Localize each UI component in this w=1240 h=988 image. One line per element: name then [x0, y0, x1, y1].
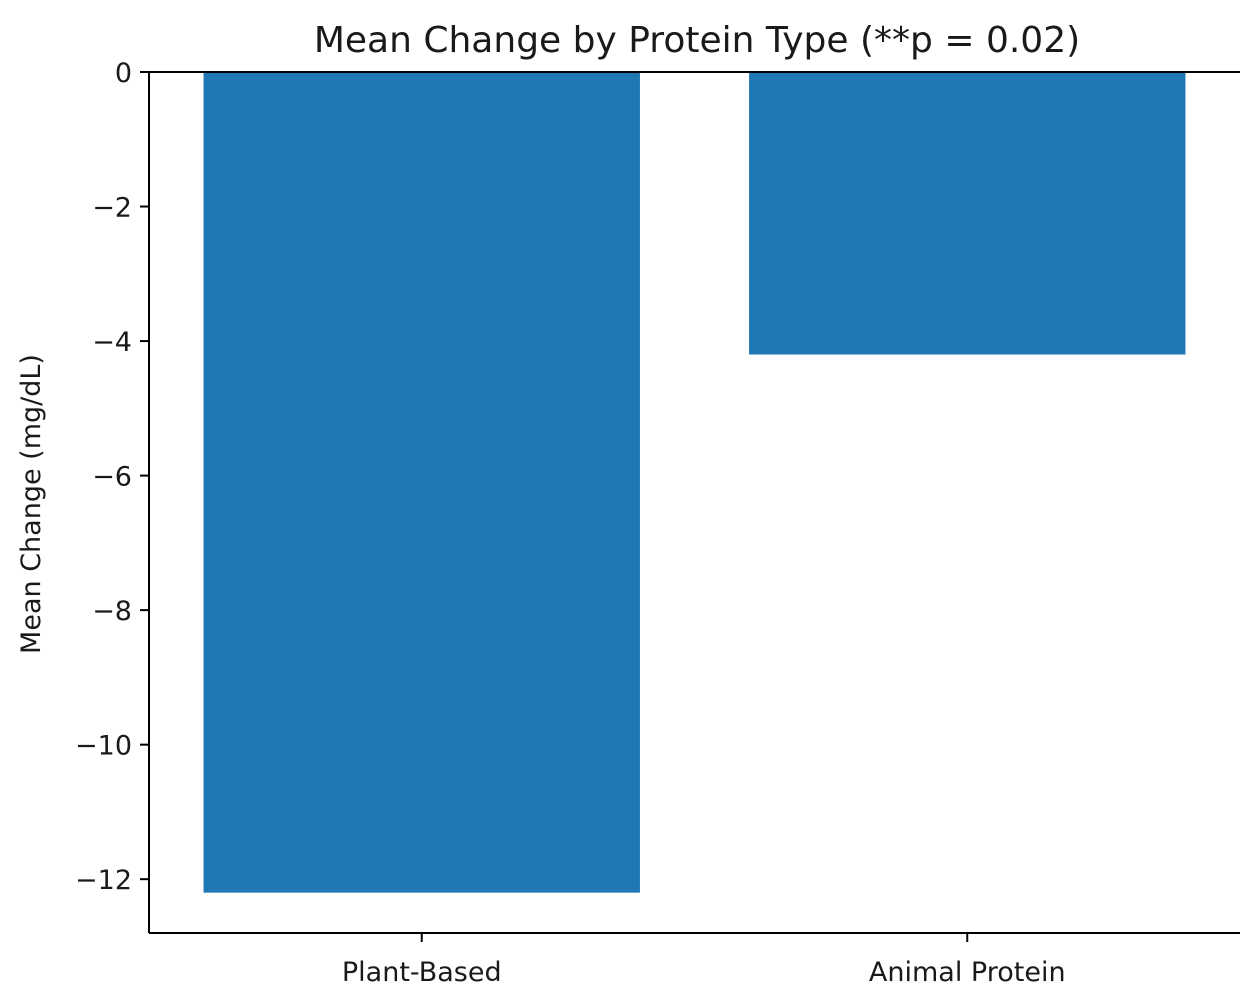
- x-tick-label: Animal Protein: [869, 957, 1066, 988]
- y-tick-label: −6: [92, 462, 132, 493]
- y-tick-label: −4: [92, 327, 132, 358]
- y-tick-label: −8: [92, 596, 132, 627]
- bars-group: [203, 72, 1186, 893]
- x-ticks-group: Plant-Based Animal Protein: [342, 933, 1066, 988]
- y-tick-label: −10: [75, 731, 132, 762]
- y-tick-label: −12: [75, 865, 132, 896]
- chart-title: Mean Change by Protein Type (**p = 0.02): [314, 20, 1080, 61]
- y-ticks-group: 0 −2 −4 −6 −8 −10 −12: [75, 58, 149, 896]
- y-tick-label: −2: [92, 193, 132, 224]
- x-tick-label: Plant-Based: [342, 957, 502, 988]
- bar-animal-protein: [749, 72, 1186, 355]
- y-tick-label: 0: [115, 58, 132, 89]
- bar-plant-based: [203, 72, 640, 893]
- y-axis-label: Mean Change (mg/dL): [16, 354, 47, 654]
- axes-group: [148, 71, 1240, 934]
